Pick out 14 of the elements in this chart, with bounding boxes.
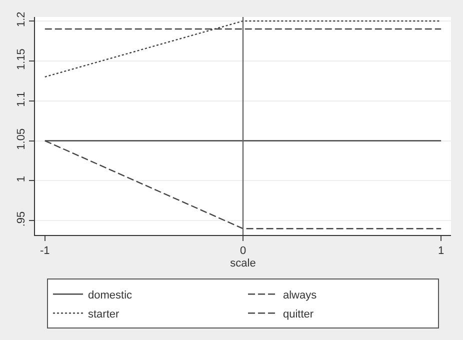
legend-label: domestic: [88, 289, 133, 302]
legend-label: starter: [88, 308, 120, 320]
x-tick-label: 1: [438, 245, 444, 258]
x-tick-label: -1: [40, 245, 50, 258]
y-tick-label: 1.2: [16, 12, 28, 27]
y-tick-label: 1.05: [16, 128, 28, 150]
y-tick-label: 1: [16, 176, 28, 182]
y-tick-label: .95: [16, 211, 28, 227]
x-tick-label: 0: [240, 245, 246, 258]
x-axis-title: scale: [230, 257, 256, 270]
legend-label: always: [283, 289, 318, 302]
y-tick-label: 1.15: [16, 48, 28, 70]
y-tick-label: 1.1: [16, 92, 28, 107]
legend-label: quitter: [283, 308, 314, 320]
